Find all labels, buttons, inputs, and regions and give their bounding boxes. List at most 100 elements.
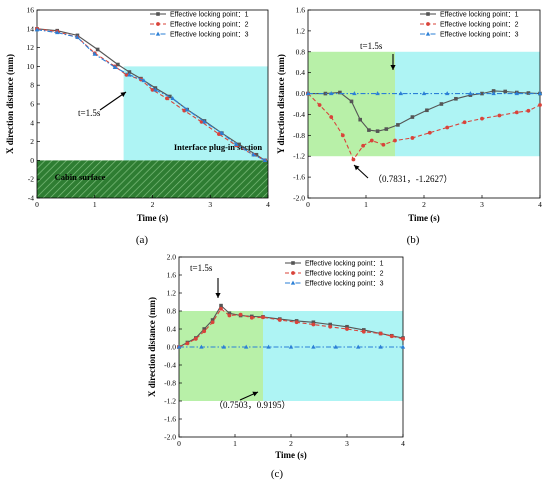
annotation-arrowhead <box>252 391 258 397</box>
legend-marker <box>290 280 296 285</box>
data-point-s2 <box>217 132 221 136</box>
data-point-s3 <box>537 91 543 96</box>
y-tick-label: -0.4 <box>293 110 305 119</box>
legend: Effective locking point：1 Effective locki… <box>420 12 519 39</box>
annotation-text: t=1.5s <box>78 108 101 118</box>
data-point-s3 <box>184 107 190 112</box>
data-point-s3 <box>311 344 316 349</box>
data-point-s3 <box>244 344 249 349</box>
data-point-s2 <box>361 143 365 148</box>
y-tick-label: 10 <box>27 62 35 71</box>
data-point-s1 <box>116 62 120 67</box>
x-tick-label: 2 <box>422 200 426 209</box>
data-point-s3 <box>199 344 204 349</box>
y-tick-label: -1.6 <box>164 415 176 424</box>
data-point-s2 <box>202 329 207 334</box>
data-point-s1 <box>219 303 223 308</box>
y-tick-label: -1.2 <box>164 397 176 406</box>
data-point-s1 <box>367 128 371 132</box>
data-point-s1 <box>210 318 215 322</box>
data-point-s2 <box>238 312 243 317</box>
legend-marker <box>156 12 160 16</box>
legend-marker <box>156 22 160 26</box>
x-tick-label: 3 <box>345 439 349 448</box>
data-point-s3 <box>445 91 450 96</box>
data-point-s3 <box>112 64 118 69</box>
data-point-s2 <box>514 110 519 115</box>
legend-entry-3: Effective locking point：3 <box>440 32 519 39</box>
x-axis-label: Time (s) <box>137 213 169 223</box>
data-point-s1 <box>410 115 415 119</box>
data-point-s3 <box>127 72 132 77</box>
data-point-s1 <box>454 96 458 101</box>
data-point-s1 <box>526 91 531 95</box>
legend: Effective locking point：1 Effective locki… <box>150 12 249 39</box>
data-point-s2 <box>317 103 322 107</box>
y-tick-label: 0.8 <box>167 307 177 316</box>
data-point-s2 <box>210 320 215 325</box>
annotation-text: t=1.5s <box>190 263 213 273</box>
series-line-2 <box>307 93 541 161</box>
legend-entry-1: Effective locking point：1 <box>305 261 384 268</box>
data-point-s2 <box>345 327 349 331</box>
data-point-s3 <box>305 91 311 96</box>
legend-entry-1: Effective locking point：1 <box>440 12 519 19</box>
data-point-s2 <box>249 315 254 320</box>
x-tick-label: 0 <box>35 200 39 209</box>
x-axis-label: Time (s) <box>275 450 307 460</box>
panel-label: (a) <box>136 234 149 246</box>
data-point-s2 <box>277 318 282 322</box>
series-line-2 <box>36 28 266 161</box>
y-tick-label: -4 <box>28 194 34 203</box>
data-point-s1 <box>338 90 342 95</box>
data-point-s3 <box>176 344 182 349</box>
shaded-region <box>263 311 403 401</box>
data-point-s2 <box>369 138 374 143</box>
data-point-s2 <box>165 96 169 101</box>
panel-label: (b) <box>407 234 420 246</box>
y-tick-label: 0.8 <box>296 47 306 56</box>
annotation-arrowhead <box>120 92 126 97</box>
data-point-s1 <box>503 89 507 94</box>
data-point-s1 <box>491 89 496 93</box>
shaded-region <box>37 160 268 198</box>
y-tick-label: 0.4 <box>167 325 177 334</box>
data-point-s2 <box>401 337 405 341</box>
y-tick-label: 8 <box>30 81 34 90</box>
data-point-s3 <box>234 142 239 147</box>
data-point-s2 <box>340 133 345 138</box>
data-point-s1 <box>227 311 232 316</box>
data-point-s2 <box>124 72 129 77</box>
y-tick-label: 2 <box>30 137 34 146</box>
data-point-s3 <box>421 91 427 96</box>
shaded-region <box>179 311 263 401</box>
legend: Effective locking point：1 Effective locki… <box>285 261 384 288</box>
y-tick-label: 0.0 <box>167 343 177 352</box>
legend-entry-1: Effective locking point：1 <box>170 12 249 19</box>
legend-marker <box>425 31 431 36</box>
data-point-s3 <box>170 95 175 100</box>
region-label: Cabin surface <box>55 172 106 182</box>
data-point-s3 <box>288 344 294 349</box>
data-point-s2 <box>219 306 223 311</box>
y-tick-label: 1.2 <box>296 26 306 35</box>
y-tick-label: 0.0 <box>296 89 306 98</box>
legend-entry-3: Effective locking point：3 <box>305 281 384 288</box>
x-axis-label: Time (s) <box>408 213 440 223</box>
data-point-s1 <box>349 99 354 104</box>
x-tick-label: 2 <box>289 439 293 448</box>
legend-entry-2: Effective locking point：2 <box>305 271 384 278</box>
y-tick-label: -2.0 <box>293 194 305 203</box>
data-point-s1 <box>358 117 362 122</box>
y-tick-label: 14 <box>27 24 35 33</box>
data-point-s1 <box>237 142 241 147</box>
y-tick-label: 2.0 <box>167 253 177 262</box>
data-point-s2 <box>497 113 502 118</box>
data-point-s2 <box>378 331 383 336</box>
legend-marker <box>426 12 430 16</box>
data-point-s1 <box>323 91 328 96</box>
y-tick-label: 12 <box>27 43 35 52</box>
data-point-s2 <box>480 116 484 121</box>
y-tick-label: 16 <box>27 6 35 15</box>
data-point-s1 <box>328 322 332 327</box>
